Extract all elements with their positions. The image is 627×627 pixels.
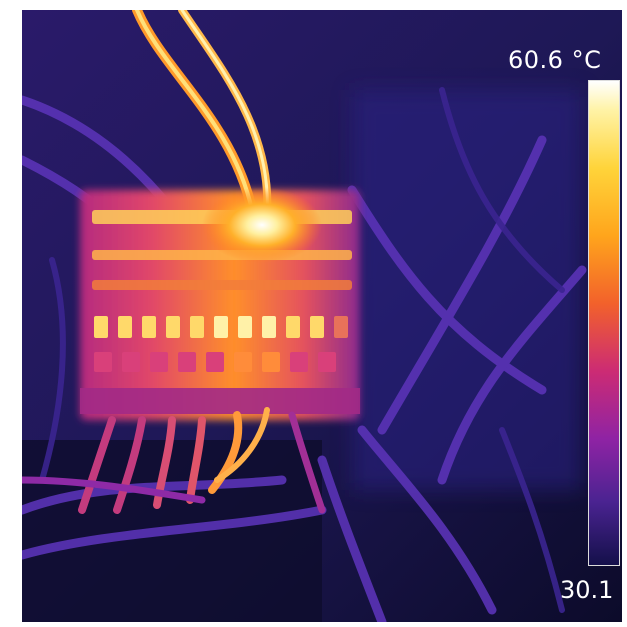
thermal-image-frame: 60.6 °C 30.1: [22, 10, 622, 622]
lower-wires: [22, 407, 326, 514]
hotspot: [202, 187, 322, 263]
thermal-image: [22, 10, 622, 622]
min-temperature-label: 30.1: [560, 576, 614, 604]
hot-cable: [132, 10, 272, 219]
max-temperature-label: 60.6 °C: [508, 46, 602, 74]
temperature-scale-bar: [588, 80, 620, 566]
